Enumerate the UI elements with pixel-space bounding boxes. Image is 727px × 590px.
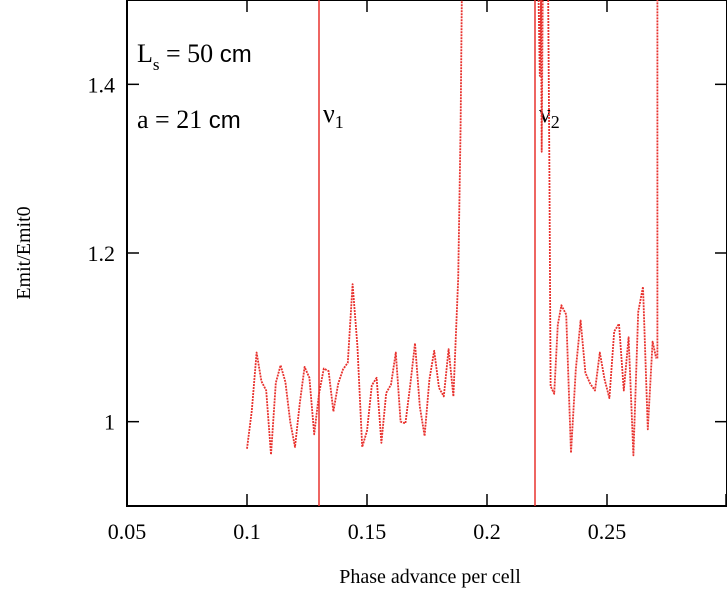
series-line-segment-0 <box>246 0 463 456</box>
x-tick-label: 0.2 <box>473 519 501 544</box>
y-axis-title: Emit/Emit0 <box>13 206 35 299</box>
annotation-ls-sub: s <box>153 55 160 74</box>
resonance-label-symbol: ν <box>323 99 335 128</box>
series-group <box>246 0 659 457</box>
annotation-ls-unit: cm <box>220 41 252 68</box>
annotation-ls-rest: = 50 <box>160 39 220 68</box>
series-line-segment-2 <box>547 0 658 457</box>
annotation-a: a = 21 cm <box>137 105 241 134</box>
tick-labels: 0.05 0.1 0.15 0.2 0.25 1 1.2 1.4 <box>88 72 627 544</box>
resonance-label-1: ν1 <box>323 99 344 132</box>
annotation-a-main: a = 21 <box>137 105 209 134</box>
x-tick-label: 0.15 <box>348 519 387 544</box>
series-line-segment-1 <box>537 0 544 153</box>
resonance-label-sub: 2 <box>551 112 560 132</box>
y-tick-label: 1 <box>104 410 115 435</box>
x-tick-label: 0.25 <box>588 519 627 544</box>
x-tick-label: 0.05 <box>108 519 147 544</box>
x-tick-label: 0.1 <box>233 519 261 544</box>
annotation-ls-main: L <box>137 39 153 68</box>
y-tick-label: 1.4 <box>88 72 116 97</box>
axis-ticks <box>126 0 727 506</box>
x-axis-title: Phase advance per cell <box>339 566 521 588</box>
annotation-ls: Ls = 50 cm <box>137 39 252 74</box>
resonance-lines: ν1 ν 2 <box>318 0 560 506</box>
resonance-label-sub: 1 <box>335 112 344 132</box>
y-tick-label: 1.2 <box>88 241 116 266</box>
plot-frame <box>126 0 727 507</box>
annotation-a-unit: cm <box>209 107 241 134</box>
